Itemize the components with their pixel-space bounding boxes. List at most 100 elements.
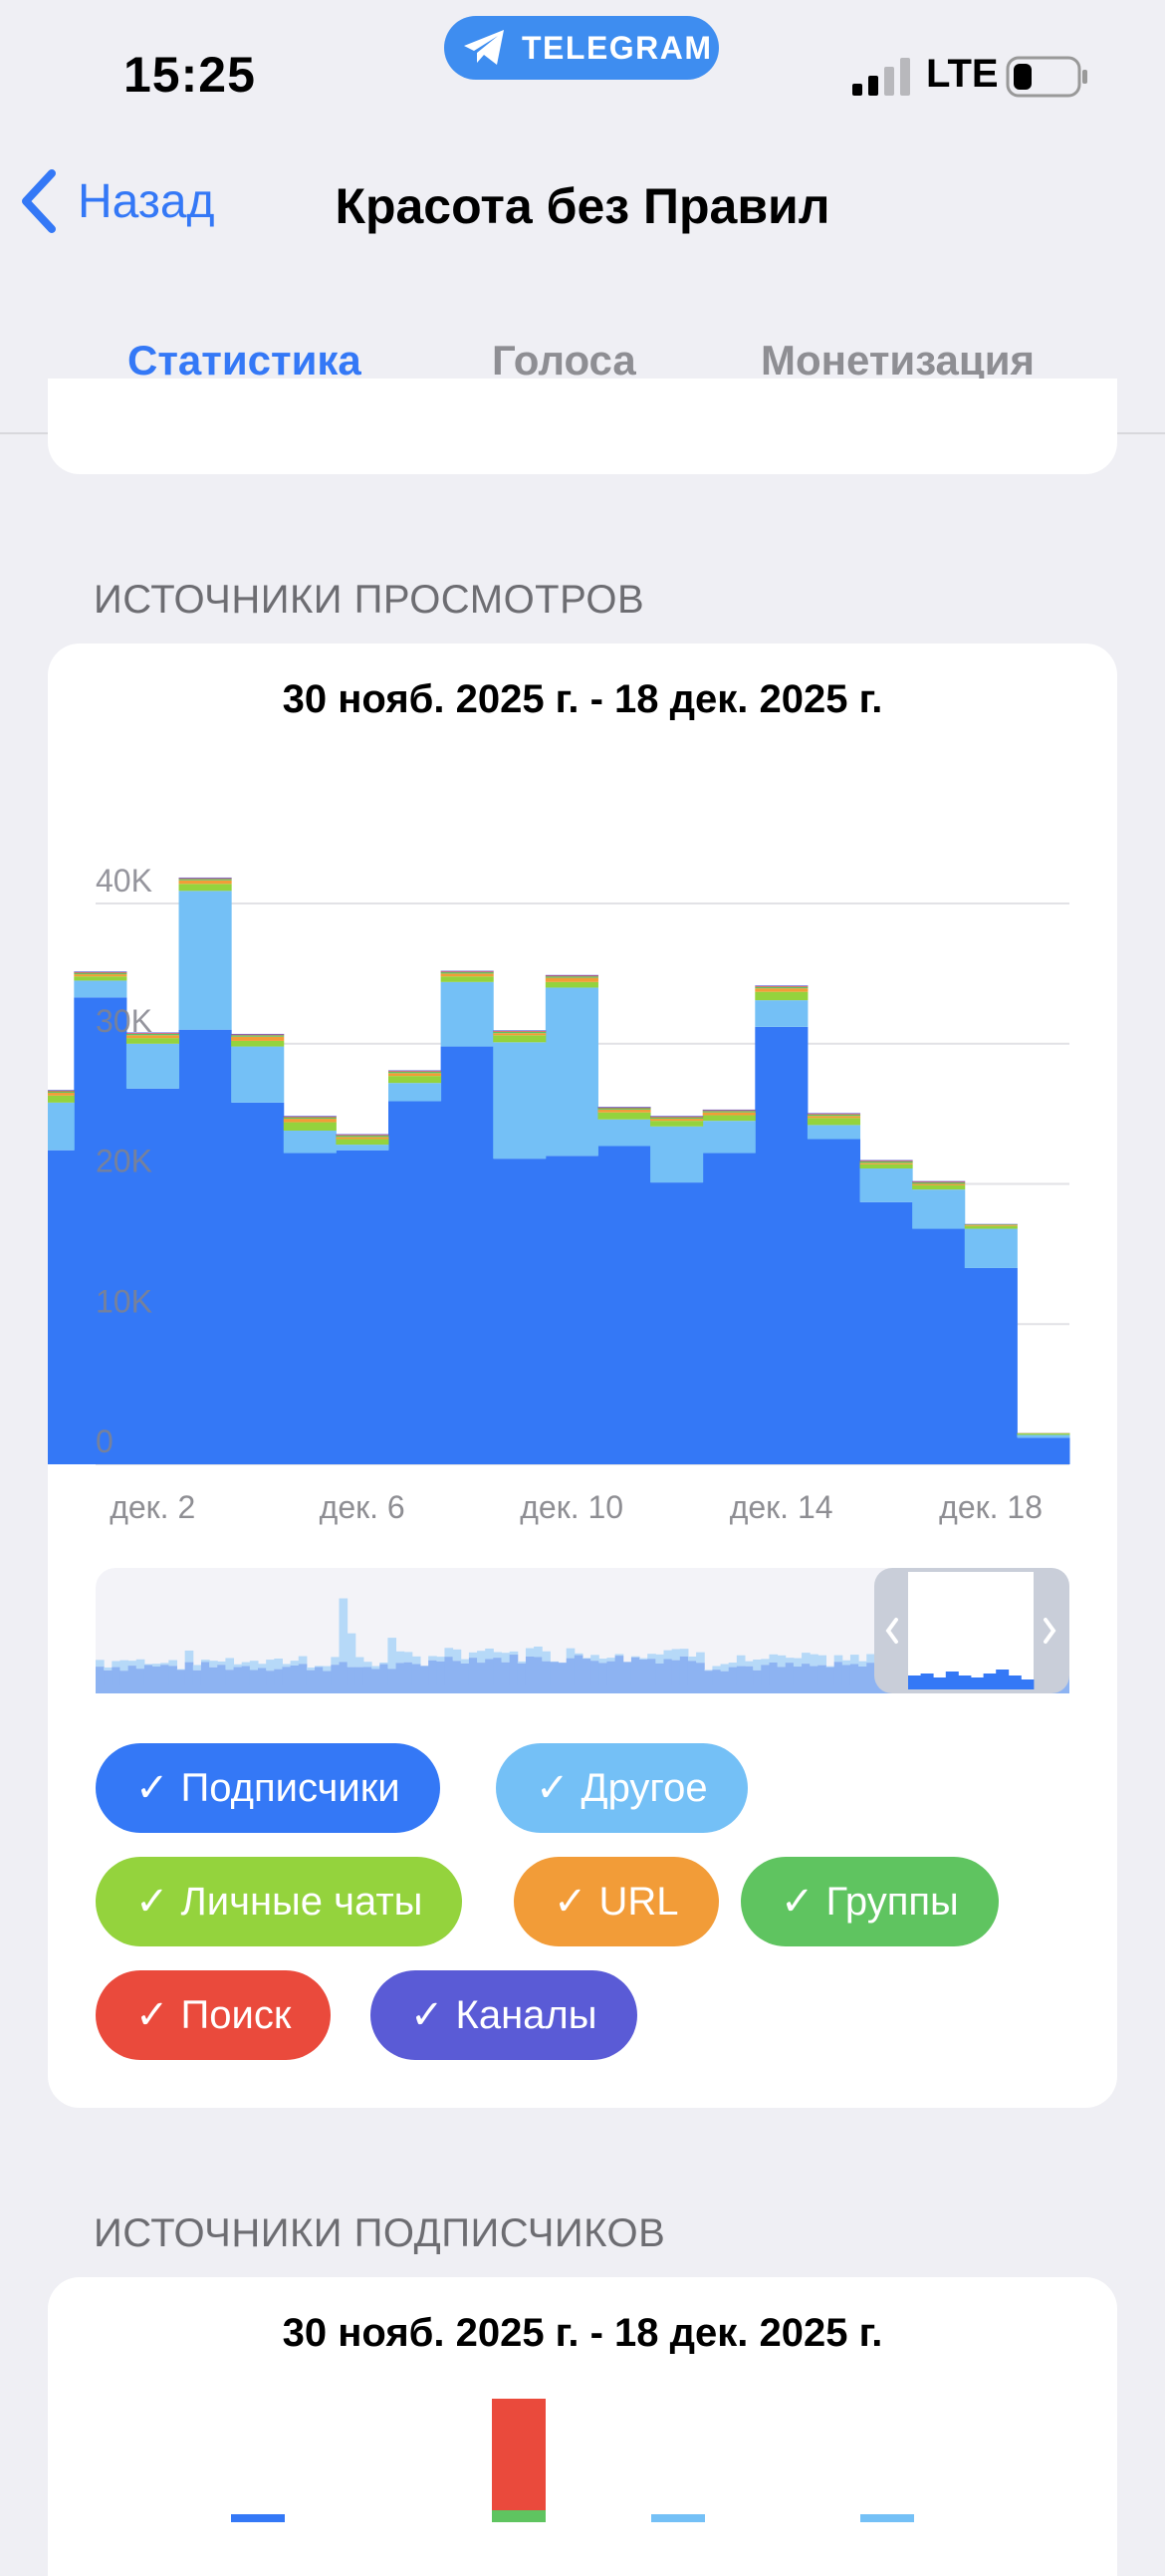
navigator-bar-other — [769, 1655, 778, 1663]
chart-range-navigator[interactable] — [96, 1568, 1069, 1693]
navigator-bar-other — [404, 1652, 413, 1662]
navigator-bar-other — [753, 1660, 762, 1671]
navigator-bar-subs — [753, 1671, 762, 1685]
navigator-bar-other — [209, 1661, 218, 1668]
navigator-bar-subs — [778, 1667, 787, 1685]
y-tick-label: 40K — [96, 863, 152, 899]
area-segment-Личные чаты — [179, 884, 232, 891]
area-segment-URL — [388, 1073, 441, 1076]
network-type: LTE — [926, 52, 999, 97]
area-segment-Поиск — [597, 1108, 650, 1109]
y-tick-label: 0 — [96, 1423, 114, 1459]
check-icon: ✓ — [135, 1879, 169, 1925]
navigator-bar-other — [834, 1656, 843, 1663]
area-segment-Каналы — [179, 878, 232, 879]
area-segment-Подписчики — [912, 1229, 965, 1464]
area-segment-Личные чаты — [860, 1164, 913, 1168]
navigator-bar-other — [664, 1651, 673, 1660]
navigator-bar-other — [817, 1656, 826, 1666]
area-segment-Каналы — [48, 1090, 75, 1091]
area-segment-URL — [284, 1119, 337, 1123]
area-segment-Подписчики — [808, 1139, 860, 1464]
navigator-bar-subs — [826, 1668, 835, 1685]
navigator-bar-subs — [575, 1656, 583, 1685]
area-segment-Подписчики — [179, 1030, 232, 1464]
filter-chip-label: Личные чаты — [181, 1880, 423, 1925]
filter-chip-other[interactable]: ✓Другое — [496, 1743, 748, 1833]
area-segment-URL — [441, 973, 494, 976]
navigator-bar-other — [201, 1660, 210, 1662]
navigator-bar-subs — [307, 1671, 316, 1685]
area-segment-Поиск — [493, 1031, 546, 1032]
navigator-selected-bar — [958, 1675, 971, 1689]
filter-chip-channels[interactable]: ✓Каналы — [370, 1970, 637, 2060]
navigator-bar-other — [542, 1652, 551, 1662]
navigator-bar-subs — [542, 1662, 551, 1685]
navigator-bar-subs — [355, 1668, 364, 1685]
check-icon: ✓ — [135, 1765, 169, 1811]
navigator-selected-bar — [984, 1674, 997, 1689]
navigator-bar-other — [396, 1652, 405, 1664]
filter-chip-groups[interactable]: ✓Группы — [741, 1857, 999, 1946]
area-segment-URL — [493, 1033, 546, 1035]
navigator-bar-subs — [623, 1662, 632, 1685]
navigator-bar-subs — [802, 1664, 811, 1685]
navigator-bar-subs — [234, 1668, 243, 1685]
area-segment-Другое — [441, 982, 494, 1047]
navigator-bar-subs — [518, 1664, 527, 1685]
subscriber-sources-chart[interactable] — [48, 2391, 1117, 2522]
area-segment-Поиск — [231, 1035, 284, 1036]
area-segment-Каналы — [441, 971, 494, 972]
area-segment-Личные чаты — [126, 1038, 179, 1044]
x-tick-label: дек. 10 — [520, 1489, 623, 1525]
navigator-bar-subs — [282, 1667, 291, 1685]
section-header-subscriber-sources: ИСТОЧНИКИ ПОДПИСЧИКОВ — [94, 2211, 665, 2256]
filter-chip-subscribers[interactable]: ✓Подписчики — [96, 1743, 440, 1833]
y-tick-label: 30K — [96, 1003, 152, 1039]
navigator-bar-subs — [160, 1665, 169, 1685]
navigator-bar-other — [323, 1667, 332, 1672]
subs-bar — [231, 2514, 285, 2522]
area-segment-Группы — [703, 1111, 756, 1112]
navigator-bar-subs — [396, 1663, 405, 1685]
area-segment-Личные чаты — [650, 1121, 703, 1127]
tab-voices[interactable]: Голоса — [492, 337, 636, 385]
navigator-bar-subs — [250, 1670, 259, 1685]
area-segment-Каналы — [703, 1110, 756, 1111]
tab-monetization[interactable]: Монетизация — [761, 337, 1035, 385]
navigator-bar-other — [615, 1654, 624, 1656]
navigator-bar-other — [794, 1659, 803, 1667]
filter-chip-search[interactable]: ✓Поиск — [96, 1970, 331, 2060]
area-segment-Другое — [703, 1121, 756, 1153]
navigator-bar-subs — [786, 1663, 795, 1685]
area-segment-Другое — [126, 1044, 179, 1089]
area-segment-URL — [336, 1137, 388, 1139]
navigator-bar-subs — [242, 1667, 251, 1685]
area-segment-Другое — [493, 1042, 546, 1159]
navigator-bar-other — [696, 1653, 705, 1664]
navigator-selected-bar — [921, 1674, 934, 1689]
navigator-bar-subs — [299, 1664, 308, 1685]
navigator-bar-subs — [704, 1671, 713, 1685]
area-segment-Личные чаты — [808, 1118, 860, 1125]
filter-chip-url[interactable]: ✓URL — [514, 1857, 719, 1946]
navigator-bar-other — [712, 1666, 721, 1670]
filter-chip-private_chats[interactable]: ✓ Личные чаты — [96, 1857, 462, 1946]
x-tick-label: дек. 2 — [110, 1489, 195, 1525]
area-segment-Группы — [650, 1118, 703, 1119]
navigator-bar-other — [680, 1649, 689, 1657]
navigator-bar-other — [299, 1657, 308, 1665]
area-segment-Личные чаты — [1017, 1433, 1069, 1434]
navigator-bar-subs — [534, 1657, 543, 1685]
navigator-bar-other — [160, 1663, 169, 1665]
tab-statistics[interactable]: Статистика — [127, 337, 361, 385]
navigator-bar-other — [502, 1653, 511, 1663]
telegram-pill[interactable]: TELEGRAM — [444, 16, 719, 80]
area-segment-Личные чаты — [703, 1116, 756, 1122]
navigator-bar-other — [387, 1638, 396, 1669]
navigator-bar-other — [291, 1661, 300, 1666]
area-segment-Группы — [860, 1161, 913, 1162]
navigator-bar-other — [858, 1662, 867, 1667]
navigator-bar-subs — [655, 1664, 664, 1685]
